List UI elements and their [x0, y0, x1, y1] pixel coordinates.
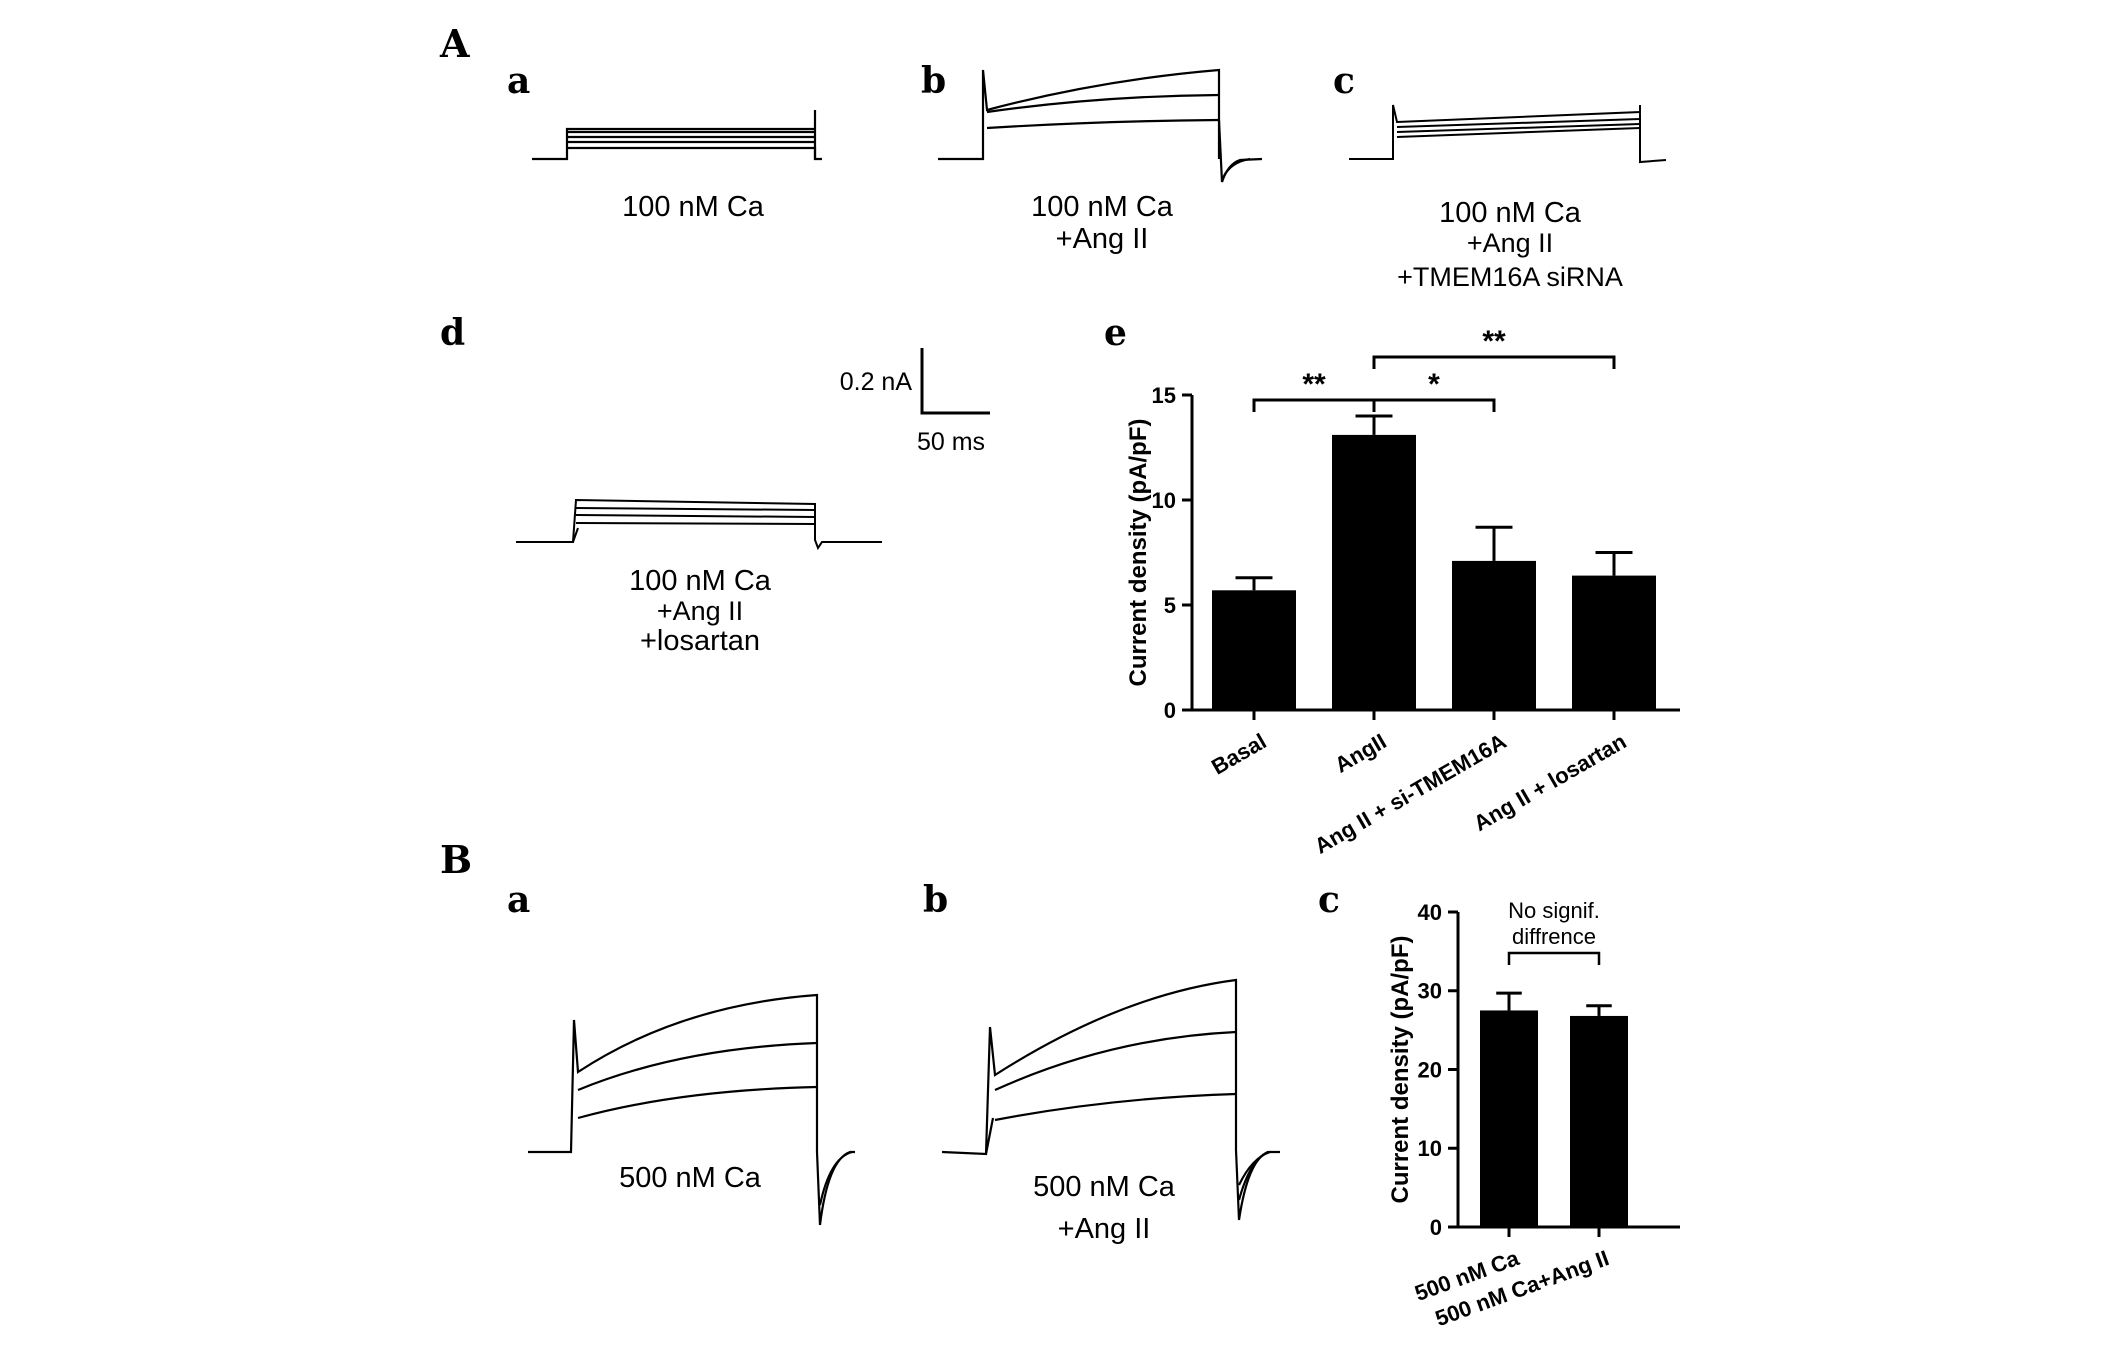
chart-Ae-bar	[1212, 590, 1296, 710]
trace-Ac-label-1: 100 nM Ca	[1439, 197, 1582, 229]
panel-letter-Aa: a	[507, 60, 530, 102]
scale-bar-current-label: 0.2 nA	[840, 368, 913, 396]
chart-Bc-y-tick-label: 20	[1418, 1057, 1442, 1082]
chart-Ae-x-tick-label: AngII	[1330, 729, 1390, 778]
chart-Ae-bar	[1452, 560, 1536, 710]
chart-Ae-y-tick-label: 15	[1152, 383, 1176, 408]
scale-bar-lines	[920, 348, 990, 415]
chart-Ae-y-axis-label: Current density (pA/pF)	[1125, 419, 1152, 687]
scale-bar-time-label: 50 ms	[917, 428, 985, 456]
panel-letter-Ae: e	[1104, 312, 1127, 354]
chart-Ae-y-tick-label: 10	[1152, 488, 1176, 513]
panel-letter-B: B	[440, 837, 472, 882]
trace-Ad-label-2: +Ang II	[657, 596, 743, 626]
chart-Ae-x-tick-label: Ang II + si-TMEM16A	[1310, 728, 1510, 858]
panel-letter-Bc: c	[1318, 879, 1340, 921]
trace-Bb	[941, 978, 1280, 1221]
chart-Ae-x-tick-label: Basal	[1207, 729, 1270, 780]
chart-Ae-significance-label: *	[1428, 368, 1440, 401]
trace-Ac-label-3: +TMEM16A siRNA	[1397, 262, 1623, 292]
trace-Bb-label-2: +Ang II	[1058, 1213, 1151, 1245]
chart-Ae-significance-bracket	[1252, 398, 1376, 412]
trace-Aa-label-1: 100 nM Ca	[622, 191, 765, 223]
chart-Bc-annotation-line-2: diffrence	[1512, 924, 1596, 949]
chart-Bc-bracket	[1507, 951, 1601, 965]
trace-Ad-label-3: +losartan	[640, 625, 760, 657]
chart-Ae-y-tick-label: 5	[1164, 593, 1176, 618]
trace-Ab	[938, 68, 1263, 183]
panel-letter-Ad: d	[440, 312, 465, 354]
trace-Ad-label-1: 100 nM Ca	[629, 565, 772, 597]
scale-bar: 0.2 nA 50 ms	[840, 348, 990, 456]
panel-letter-Ba: a	[507, 879, 530, 921]
chart-Bc-y-tick-label: 0	[1430, 1215, 1442, 1240]
chart-Bc-y-tick-label: 30	[1418, 979, 1442, 1004]
trace-Ba-label-1: 500 nM Ca	[619, 1162, 762, 1194]
chart-Bc-y-tick-label: 40	[1418, 900, 1442, 925]
chart-Bc-bar	[1480, 1010, 1538, 1227]
chart-Bc-y-axis-label: Current density (pA/pF)	[1387, 936, 1414, 1204]
trace-Ac	[1349, 104, 1667, 164]
chart-Bc-bar	[1570, 1015, 1628, 1227]
panel-letter-Ab: b	[921, 60, 946, 102]
panel-letter-Bb: b	[923, 879, 948, 921]
chart-Ae-bar	[1572, 575, 1656, 710]
trace-Ba	[528, 993, 855, 1226]
trace-Ab-label-1: 100 nM Ca	[1031, 191, 1174, 223]
trace-Ac-label-2: +Ang II	[1467, 228, 1553, 258]
panel-letter-Ac: c	[1333, 60, 1355, 102]
trace-Aa	[532, 110, 822, 161]
chart-Ae-significance-bracket	[1372, 355, 1616, 369]
trace-Bb-label-1: 500 nM Ca	[1033, 1171, 1176, 1203]
chart-Ae-bar	[1332, 434, 1416, 710]
chart-Ae-significance-label: **	[1302, 368, 1326, 401]
chart-Ae-significance-label: **	[1482, 325, 1506, 358]
chart-Ae-y-tick-label: 0	[1164, 698, 1176, 723]
chart-Bc-annotation-line-1: No signif.	[1508, 898, 1600, 923]
trace-Ab-label-2: +Ang II	[1056, 223, 1149, 255]
trace-Ad	[516, 498, 882, 551]
chart-Ae-significance-bracket	[1372, 398, 1496, 412]
chart-Bc-y-tick-label: 10	[1418, 1136, 1442, 1161]
panel-letter-A: A	[439, 21, 470, 66]
